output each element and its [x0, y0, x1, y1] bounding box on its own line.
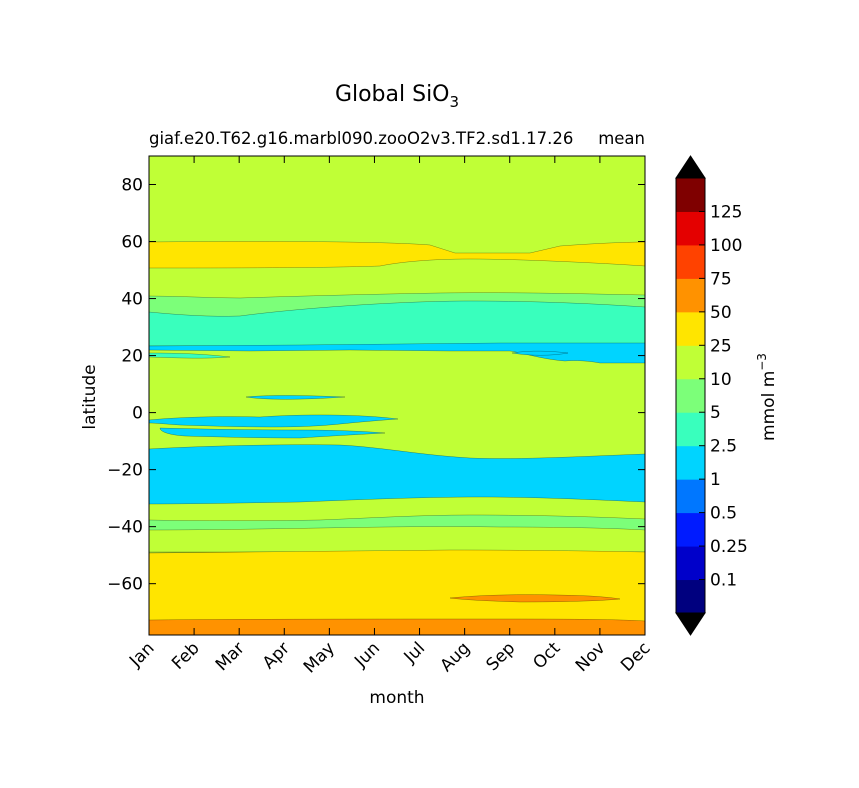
plot-frame: [148, 155, 646, 636]
patch-50-75-southern: [449, 594, 621, 603]
y-tick-label: 40: [121, 290, 143, 310]
y-axis-label: latitude: [80, 364, 100, 429]
band-south-1-2.5: [149, 444, 645, 505]
colorbar-label: mmol m−3: [755, 353, 779, 441]
x-axis-label: month: [369, 688, 424, 708]
chart-subtitle-left: giaf.e20.T62.g16.marbl090.zooO2v3.TF2.sd…: [149, 129, 573, 148]
colorbar-swatch: [676, 178, 705, 212]
colorbar-tick-label: 75: [710, 269, 732, 289]
colorbar-swatch: [676, 278, 705, 313]
chart-subtitle-right: mean: [598, 129, 645, 148]
patch-1-2.5-equator-small: [245, 395, 346, 400]
x-tick-label: Sep: [482, 638, 519, 675]
band-north-2.5-5: [149, 300, 645, 347]
colorbar-swatch: [676, 445, 705, 480]
colorbar-tick-label: 25: [710, 336, 732, 356]
colorbar: 0.1 0.25 0.5 1 2.5 5 10 25 50 75 100 125: [675, 155, 748, 636]
colorbar-swatch: [676, 412, 705, 447]
colorbar-tick-label: 10: [710, 370, 732, 390]
x-tick-label: Jun: [350, 638, 384, 672]
x-tick-label: Dec: [617, 638, 654, 675]
colorbar-tick-label: 50: [710, 303, 732, 323]
x-tick-label: May: [300, 638, 339, 677]
colorbar-tick-label: 1: [710, 470, 721, 490]
x-tick-label: Aug: [437, 638, 475, 676]
colorbar-swatch: [676, 378, 705, 413]
y-tick-label: −20: [107, 461, 143, 481]
colorbar-swatch: [676, 579, 705, 614]
x-tick-label: Jul: [400, 638, 429, 667]
patch-2.5-5-north-tropical: [149, 352, 231, 359]
y-tick-label: 0: [132, 404, 143, 424]
patch-1-2.5-north-right: [511, 350, 569, 356]
band-tropical-1-2.5-north: [149, 342, 645, 364]
band-antarctic-50-75: [149, 618, 645, 635]
y-tick-label: −40: [107, 518, 143, 538]
x-tick-label: Mar: [212, 638, 249, 675]
colorbar-swatch: [676, 479, 705, 514]
colorbar-tick-label: 2.5: [710, 437, 737, 457]
colorbar-over-arrow: [675, 155, 706, 179]
y-axis: 80 60 40 20 0 −20 −40 −60: [107, 176, 645, 595]
y-tick-label: 80: [121, 176, 143, 196]
colorbar-tick-label: 0.5: [710, 504, 737, 524]
colorbar-under-arrow: [675, 612, 706, 636]
y-tick-label: 60: [121, 233, 143, 253]
colorbar-swatch: [676, 244, 705, 279]
y-tick-label: 20: [121, 347, 143, 367]
colorbar-swatch: [676, 211, 705, 246]
x-tick-label: Jan: [125, 638, 158, 671]
band-south-10-25: [149, 526, 645, 553]
colorbar-swatch: [676, 546, 705, 581]
colorbar-frame: [675, 177, 706, 614]
chart-title: Global SiO3: [335, 82, 459, 111]
colorbar-swatch: [676, 311, 705, 346]
colorbar-swatch: [676, 512, 705, 547]
band-north-subpolar-yellow: [149, 241, 645, 269]
colorbar-tick-label: 5: [710, 403, 721, 423]
colorbar-tick-label: 0.25: [710, 537, 748, 557]
contour-field: [149, 156, 645, 635]
band-southern-ocean-25-50: [149, 549, 645, 635]
y-tick-label: −60: [107, 575, 143, 595]
colorbar-tick-label: 125: [710, 202, 742, 222]
band-equatorial-1-2.5-lower: [159, 427, 386, 439]
colorbar-swatch: [676, 345, 705, 380]
colorbar-tick-label: 100: [710, 236, 742, 256]
x-tick-label: Feb: [168, 638, 203, 673]
x-tick-label: Nov: [572, 638, 610, 676]
x-tick-label: Oct: [529, 638, 564, 673]
band-equatorial-1-2.5: [149, 414, 399, 428]
colorbar-tick-label: 0.1: [710, 571, 737, 591]
x-tick-label: Apr: [259, 638, 294, 673]
